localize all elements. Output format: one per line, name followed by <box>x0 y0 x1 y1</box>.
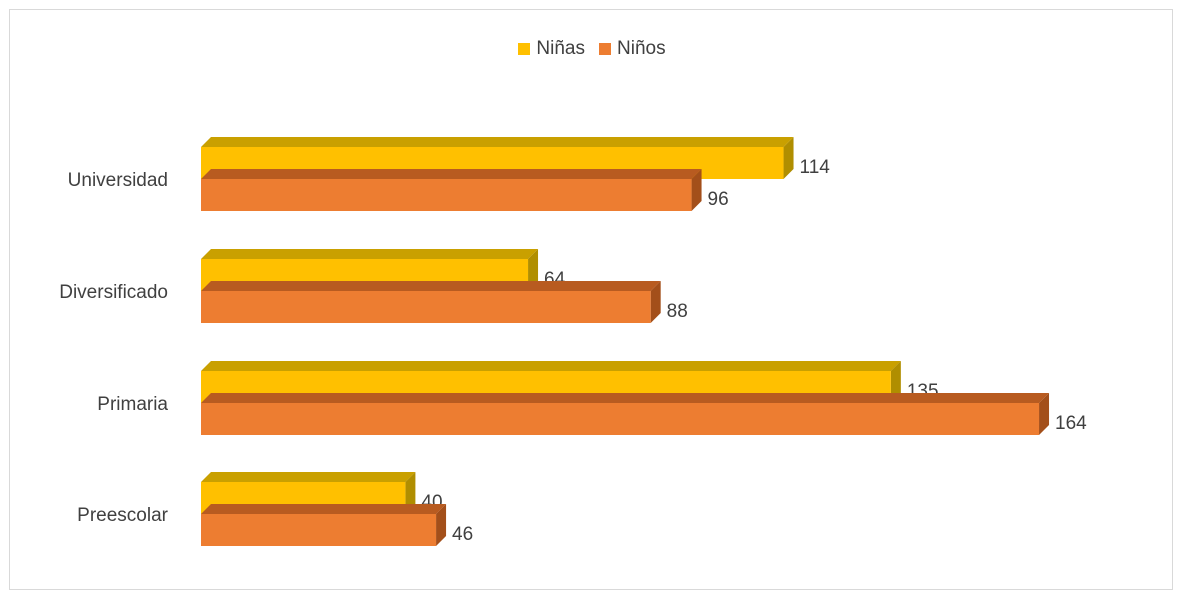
bar-top-ninos-universidad <box>201 169 702 179</box>
value-label-ninos-preescolar: 46 <box>452 524 473 545</box>
value-label-ninos-primaria: 164 <box>1055 413 1087 434</box>
bar-side-ninas-preescolar <box>405 472 416 514</box>
category-label-universidad: Universidad <box>68 170 168 191</box>
bar-top-ninos-primaria <box>201 393 1050 403</box>
bar-ninos-preescolar <box>201 514 437 546</box>
bar-top-ninas-preescolar <box>201 472 416 482</box>
category-label-primaria: Primaria <box>97 394 168 415</box>
bar-ninos-diversificado <box>201 291 651 323</box>
legend-label-ninas: Niñas <box>536 38 585 59</box>
bar-top-ninas-primaria <box>201 361 901 371</box>
legend-swatch-ninas <box>518 43 531 55</box>
legend: Niñas Niños <box>0 38 1184 60</box>
value-label-ninos-universidad: 96 <box>708 189 729 210</box>
bar-side-ninas-universidad <box>783 137 794 179</box>
bar-ninos-universidad <box>201 179 692 211</box>
value-label-ninos-diversificado: 88 <box>667 301 688 322</box>
value-label-ninas-universidad: 114 <box>800 157 831 178</box>
legend-label-ninos: Niños <box>617 38 666 59</box>
bar-side-ninas-diversificado <box>528 249 539 291</box>
bar-side-ninos-primaria <box>1039 393 1050 435</box>
legend-item-ninas: Niñas <box>518 38 585 60</box>
bar-side-ninos-diversificado <box>650 281 661 323</box>
bar-top-ninos-preescolar <box>201 504 447 514</box>
category-label-diversificado: Diversificado <box>59 282 168 303</box>
bar-top-ninas-universidad <box>201 137 794 147</box>
bar-ninos-primaria <box>201 403 1040 435</box>
bar-side-ninas-primaria <box>890 361 901 403</box>
bar-top-ninos-diversificado <box>201 281 661 291</box>
bar-top-ninas-diversificado <box>201 249 539 259</box>
bar-side-ninos-universidad <box>691 169 702 211</box>
category-label-preescolar: Preescolar <box>77 505 168 526</box>
legend-item-ninos: Niños <box>599 38 666 60</box>
bar-side-ninos-preescolar <box>436 504 447 546</box>
legend-swatch-ninos <box>599 43 611 55</box>
